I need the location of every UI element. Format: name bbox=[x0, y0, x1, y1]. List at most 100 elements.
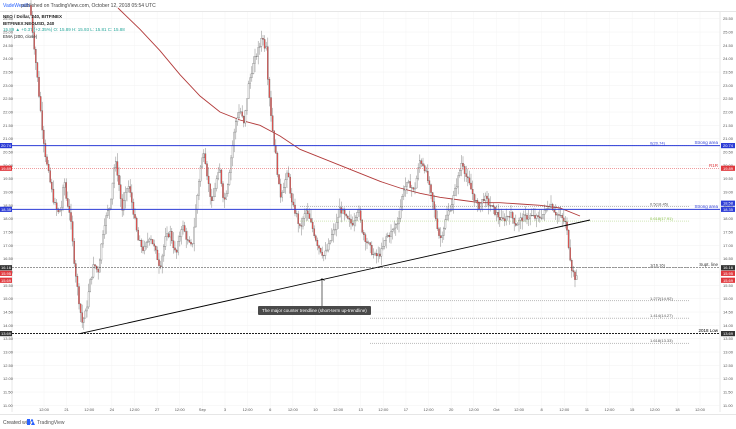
candle-body bbox=[234, 132, 235, 145]
candle-body bbox=[526, 215, 527, 219]
candle-body bbox=[187, 239, 188, 240]
candle-body bbox=[522, 218, 523, 221]
candle-body bbox=[349, 218, 350, 219]
y-tick-left: 16.50 bbox=[3, 256, 14, 261]
y-tick-left: 21.00 bbox=[3, 136, 14, 141]
candle-body bbox=[163, 246, 164, 256]
candle-body bbox=[512, 212, 513, 218]
candle-body bbox=[360, 211, 361, 220]
candle-body bbox=[565, 221, 566, 222]
y-tick-left: 19.00 bbox=[3, 190, 14, 195]
price-tag-right-text: 19.89 bbox=[723, 166, 734, 171]
x-tick: 12:00 bbox=[469, 407, 480, 412]
candle-body bbox=[160, 266, 161, 267]
chart-legend: NEO / Dollar, 240, BITFINEX BITFINEX:NEO… bbox=[3, 14, 125, 40]
y-tick-left: 19.50 bbox=[3, 176, 14, 181]
candle-body bbox=[40, 96, 41, 110]
level-label-0: Strong area bbox=[694, 140, 718, 145]
candle-body bbox=[278, 175, 279, 184]
y-tick-left: 24.00 bbox=[3, 56, 14, 61]
x-tick: 15 bbox=[630, 407, 635, 412]
x-tick: 12:00 bbox=[650, 407, 661, 412]
candle-body bbox=[254, 56, 255, 63]
candle-body bbox=[50, 171, 51, 182]
fib-label-4: 1.272(14.92) bbox=[650, 296, 673, 301]
candle-body bbox=[501, 218, 502, 220]
candle-body bbox=[374, 253, 375, 254]
x-tick: 27 bbox=[155, 407, 160, 412]
candle-body bbox=[446, 215, 447, 220]
candle-body bbox=[421, 161, 422, 164]
x-tick: 20 bbox=[449, 407, 454, 412]
x-tick: 17 bbox=[404, 407, 409, 412]
candle-body bbox=[133, 202, 134, 214]
x-tick: 12:00 bbox=[288, 407, 299, 412]
y-tick-left: 12.50 bbox=[3, 363, 14, 368]
candle-body bbox=[363, 232, 364, 234]
candle-body bbox=[467, 177, 468, 178]
candle-body bbox=[288, 173, 289, 177]
legend-ohlc: 15.89 ▲ +0.37 (+2.35%) O: 15.89 H: 15.93… bbox=[3, 27, 125, 34]
candle-body bbox=[238, 112, 239, 118]
candle-body bbox=[477, 200, 478, 203]
y-tick-left: 13.00 bbox=[3, 350, 14, 355]
fib-label-6: 1.618(13.33) bbox=[650, 338, 673, 343]
candle-body bbox=[491, 205, 492, 206]
candle-body bbox=[210, 184, 211, 197]
candle-body bbox=[248, 84, 249, 99]
fib-label-0: 0(20.74) bbox=[650, 141, 666, 146]
candle-body bbox=[338, 217, 339, 222]
candle-body bbox=[538, 215, 539, 216]
candle-body bbox=[298, 214, 299, 224]
candle-body bbox=[157, 250, 158, 260]
candle-body bbox=[120, 185, 121, 199]
price-tag-left-text: 18.35 bbox=[1, 207, 12, 212]
y-tick-right: 20.50 bbox=[723, 150, 734, 155]
candle-body bbox=[331, 234, 332, 240]
candle-body bbox=[240, 112, 241, 113]
candle-body bbox=[458, 176, 459, 187]
candle-body bbox=[293, 202, 294, 205]
candle-body bbox=[62, 188, 63, 207]
candle-body bbox=[125, 192, 126, 200]
x-tick: 12:00 bbox=[514, 407, 525, 412]
candle-body bbox=[227, 185, 228, 194]
candle-body bbox=[122, 199, 123, 211]
y-tick-right: 21.50 bbox=[723, 123, 734, 128]
candle-body bbox=[438, 229, 439, 236]
candle-body bbox=[219, 170, 220, 172]
x-tick: 12:00 bbox=[175, 407, 186, 412]
candle-body bbox=[77, 276, 78, 286]
candle-body bbox=[266, 47, 267, 49]
candle-body bbox=[304, 214, 305, 219]
candle-body bbox=[154, 244, 155, 246]
candle-body bbox=[269, 79, 270, 97]
candle-body bbox=[264, 39, 265, 48]
candle-body bbox=[144, 246, 145, 250]
candle-body bbox=[563, 218, 564, 221]
candle-body bbox=[413, 188, 414, 189]
candle-body bbox=[378, 254, 379, 256]
x-tick: 13 bbox=[358, 407, 363, 412]
candle-body bbox=[291, 193, 292, 202]
candle-body bbox=[317, 240, 318, 245]
candle-body bbox=[333, 230, 334, 234]
candle-body bbox=[226, 194, 227, 200]
y-tick-left: 14.50 bbox=[3, 310, 14, 315]
candle-body bbox=[318, 246, 319, 248]
y-tick-right: 25.50 bbox=[723, 16, 734, 21]
candle-body bbox=[246, 99, 247, 111]
price-tag-right-text: 18.35 bbox=[723, 207, 734, 212]
candle-body bbox=[442, 235, 443, 237]
candle-body bbox=[502, 218, 503, 219]
x-tick: 12:00 bbox=[424, 407, 435, 412]
candle-body bbox=[365, 235, 366, 242]
candle-body bbox=[170, 231, 171, 237]
y-tick-right: 24.00 bbox=[723, 56, 734, 61]
x-tick: 24 bbox=[110, 407, 115, 412]
candle-body bbox=[342, 210, 343, 213]
candle-body bbox=[307, 211, 308, 214]
candle-body bbox=[386, 237, 387, 241]
candle-body bbox=[341, 208, 342, 214]
